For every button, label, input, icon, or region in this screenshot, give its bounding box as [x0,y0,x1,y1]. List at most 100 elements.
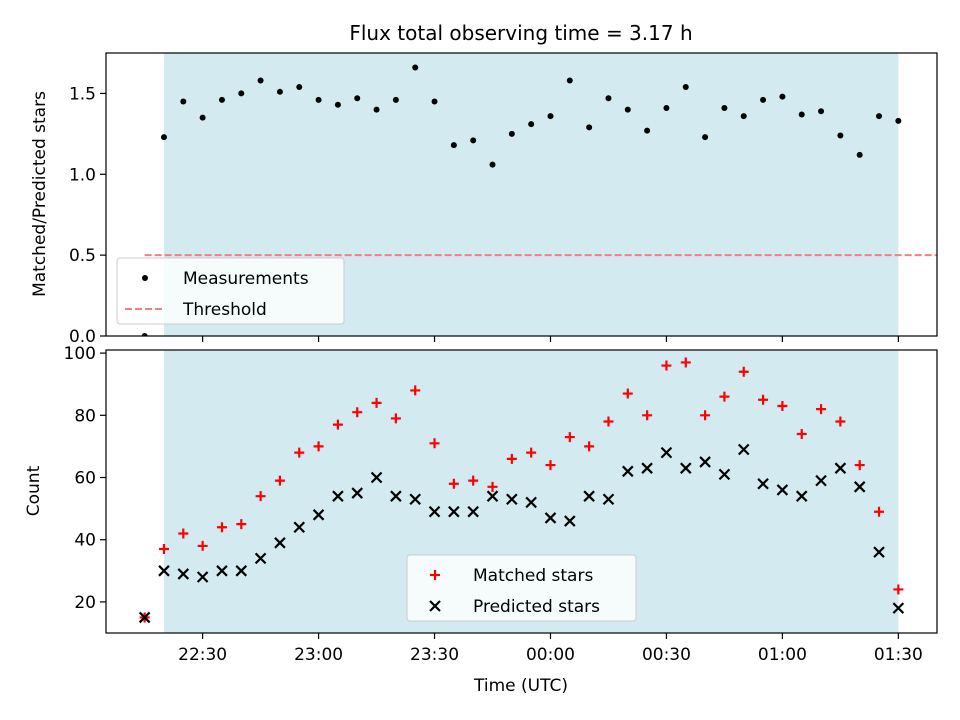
measurement-point [818,108,825,115]
matched-point [390,413,401,424]
measurement-point [508,130,515,137]
matched-point [777,400,788,411]
measurement-point [218,96,225,103]
predicted-point [254,552,267,565]
top-series-1 [141,64,902,336]
predicted-point [776,484,789,496]
matched-point [158,544,169,555]
measurement-point [276,88,283,95]
measurement-point [740,113,747,120]
measurement-point [876,113,883,120]
x-tick-label: 00:30 [642,645,691,665]
matched-point [893,584,904,595]
matched-point [352,407,363,418]
predicted-point [138,611,151,624]
measurement-point [760,96,767,103]
chart-title: Flux total observing time = 3.17 h [349,21,692,45]
matched-point [854,460,865,471]
bottom-series-2 [138,443,905,624]
measurement-point [547,113,554,120]
bottom-legend-label: Predicted stars [473,597,600,617]
measurement-point [605,95,612,102]
predicted-point [274,537,286,549]
predicted-point [564,515,576,527]
bottom-y-tick-label: 100 [64,344,96,364]
predicted-point [660,446,673,459]
x-tick-label: 01:00 [758,645,807,665]
measurement-point [392,96,399,103]
predicted-point [467,505,479,518]
matched-point [410,385,421,396]
measurement-point [296,83,303,90]
predicted-point [235,565,248,577]
matched-point [700,410,711,421]
top-y-tick-label: 1.5 [69,84,96,104]
predicted-point [448,505,460,518]
matched-point [332,419,343,430]
measurement-point [721,104,728,111]
x-tick-label: 22:30 [178,645,227,665]
predicted-point [177,568,190,580]
measurement-point [315,96,322,103]
predicted-point [216,565,228,577]
x-tick-label: 23:00 [294,645,343,665]
bottom-y-tick-label: 40 [74,531,96,551]
matched-point [468,475,479,486]
matched-point [294,447,305,458]
measurement-point [837,132,844,139]
predicted-point [486,490,499,502]
bottom-legend: Matched stars Predicted stars [406,554,637,622]
measurement-point [199,114,206,121]
predicted-point [873,546,885,558]
bottom-legend-label: Matched stars [473,566,593,586]
predicted-point [409,493,421,506]
predicted-point [312,509,325,521]
top-legend-label: Measurements [183,269,309,289]
measurement-point [238,90,245,97]
bottom-axes-frame [105,349,938,634]
bottom-y-tick-label: 20 [74,593,96,613]
predicted-point [196,571,209,583]
measurement-point [644,127,651,134]
matched-point [216,522,227,533]
bottom-panel: 20 40 60 80 100 22:30 23:00 23:30 00:00 00:30 01:0… [64,344,938,665]
matched-point [506,453,517,464]
top-panel: 0.0 0.5 1.0 1.5 Measurements Threshold [69,52,938,347]
matched-point [874,506,885,517]
predicted-point [834,462,847,474]
matched-point [680,357,691,368]
top-y-tick-label: 0.0 [69,327,96,347]
matched-point [448,478,459,489]
predicted-point [853,481,866,493]
predicted-point [757,477,769,490]
predicted-point [370,471,383,484]
matched-point [738,366,749,377]
top-legend-label: Threshold [182,300,267,320]
measurement-point [489,161,496,168]
measurement-point [450,142,457,149]
predicted-point [351,487,364,499]
measurement-point [180,98,187,105]
x-tick-label: 01:30 [874,645,923,665]
predicted-point [892,602,905,614]
legend-predicted-swatch [429,600,441,612]
predicted-point [583,490,595,502]
bottom-y-tick-label: 80 [74,406,96,426]
measurement-point [663,104,670,111]
matched-point [603,416,614,427]
predicted-point [679,462,692,474]
predicted-point [602,493,615,506]
predicted-point [795,490,808,502]
matched-point [197,540,208,551]
x-tick-label: 00:00 [526,645,575,665]
top-y-tick-label: 1.0 [69,165,96,185]
predicted-point [699,456,711,468]
measurement-point [160,134,167,141]
top-axes-frame [105,52,938,337]
x-axis-title: Time (UTC) [473,676,568,696]
matched-point [255,491,266,502]
predicted-point [390,490,402,502]
measurement-point [682,83,689,90]
matched-point [313,441,324,452]
